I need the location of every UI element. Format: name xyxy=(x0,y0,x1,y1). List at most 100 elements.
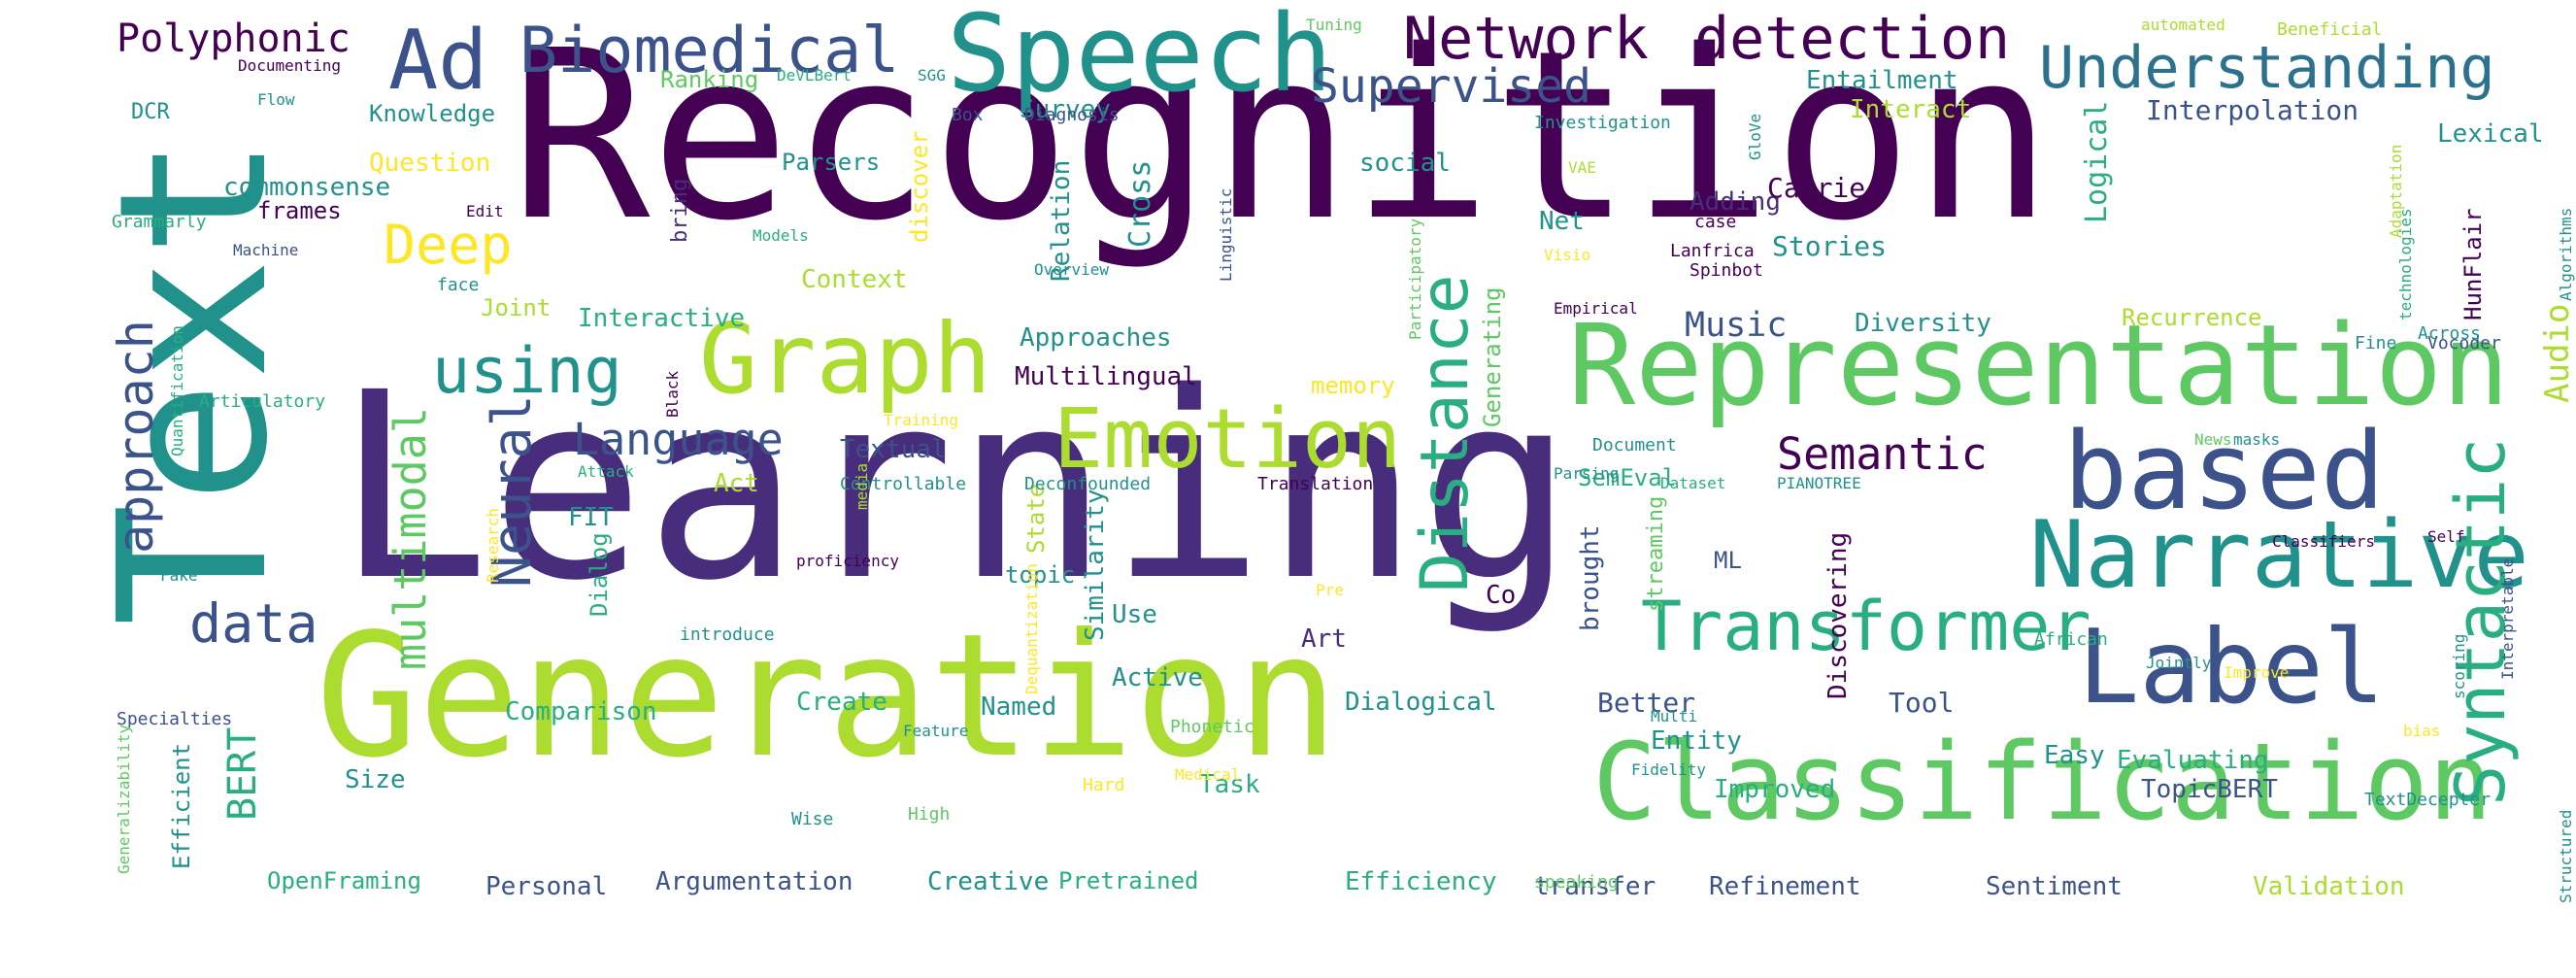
word-net: Net xyxy=(1539,207,1585,236)
word-validation: Validation xyxy=(2253,872,2405,901)
word-create: Create xyxy=(796,688,887,717)
word-creative: Creative xyxy=(927,867,1050,896)
word-fine: Fine xyxy=(2355,333,2397,354)
word-refinement: Refinement xyxy=(1709,872,1861,901)
word-hard: Hard xyxy=(1083,775,1125,795)
word-research: Research xyxy=(484,507,502,583)
word-brought: brought xyxy=(1576,524,1605,631)
word-narrative: Narrative xyxy=(2029,502,2529,609)
word-audio: Audio xyxy=(2538,303,2576,403)
word-ad: Ad xyxy=(388,13,488,109)
word-openframing: OpenFraming xyxy=(267,867,421,894)
word-context: Context xyxy=(801,265,908,294)
word-detection: detection xyxy=(1694,5,2011,73)
word-transformer: Transformer xyxy=(1641,587,2091,666)
word-dialogical: Dialogical xyxy=(1345,688,1497,717)
word-biomedical: Biomedical xyxy=(519,15,900,87)
word-automated: automated xyxy=(2141,16,2225,34)
word-controllable: Controllable xyxy=(840,474,967,494)
word-linguistic: Linguistic xyxy=(1217,187,1235,282)
word-flow: Flow xyxy=(257,90,295,109)
word-empirical: Empirical xyxy=(1554,299,1638,318)
word-news: News xyxy=(2194,430,2232,449)
word-dcr: DCR xyxy=(131,100,170,124)
word-approach: approach xyxy=(108,320,164,554)
word-jointly: Jointly xyxy=(2146,654,2212,672)
word-medical: Medical xyxy=(1175,765,1241,784)
word-representation: Representation xyxy=(1568,301,2510,431)
word-fit: FIT xyxy=(568,503,614,532)
word-topicbert: TopicBERT xyxy=(2141,775,2278,804)
word-parsing: Parsing xyxy=(1554,464,1620,483)
word-improve: Improve xyxy=(2224,663,2290,682)
word-emotion: Emotion xyxy=(1054,391,1402,488)
word-tuning: Tuning xyxy=(1306,16,1362,34)
word-grammarly: Grammarly xyxy=(112,212,207,232)
word-act: Act xyxy=(714,469,759,498)
word-active: Active xyxy=(1112,663,1203,692)
word-music: Music xyxy=(1685,306,1788,345)
word-black: Black xyxy=(663,370,682,418)
word-quantification: Quantification xyxy=(168,325,186,456)
word-cross: Cross xyxy=(1123,159,1157,248)
word-across: Across xyxy=(2418,323,2482,344)
word-algorithms: Algorithms xyxy=(2557,207,2575,301)
word-specialties: Specialties xyxy=(117,709,233,729)
word-knowledge: Knowledge xyxy=(369,100,496,127)
word-interact: Interact xyxy=(1850,95,1972,124)
word-generalizability: Generalizability xyxy=(115,724,133,874)
word-vae: VAE xyxy=(1568,158,1596,177)
word-structured: Structured xyxy=(2557,809,2575,903)
word-bring: bring xyxy=(668,178,692,243)
word-joint: Joint xyxy=(481,294,552,321)
word-fake: Fake xyxy=(160,566,198,585)
word-generation: Generation xyxy=(316,598,1339,795)
word-bias: bias xyxy=(2403,722,2441,740)
word-approaches: Approaches xyxy=(1020,323,1172,353)
word-technologies: technologies xyxy=(2396,208,2415,320)
word-multimodal: multimodal xyxy=(385,407,436,670)
word-social: social xyxy=(1359,149,1451,178)
word-commonsense: commonsense xyxy=(223,173,391,202)
word-language: Language xyxy=(573,414,784,465)
word-interpretable: Interpretable xyxy=(2498,557,2517,680)
word-document: Document xyxy=(1592,435,1677,455)
word-case: case xyxy=(1694,212,1737,232)
word-carrier: Carrier xyxy=(1767,172,1883,204)
word-textual: Textual xyxy=(840,435,947,464)
word-textdecepter: TextDecepter xyxy=(2364,790,2492,810)
word-self: Self xyxy=(2427,527,2465,546)
word-translation: Translation xyxy=(1257,474,1374,494)
word-fidelity: Fidelity xyxy=(1631,760,1707,779)
word-size: Size xyxy=(345,765,406,794)
word-semantic: Semantic xyxy=(1777,428,1988,480)
word-hunflair: HunFlair xyxy=(2459,208,2487,320)
word-edit: Edit xyxy=(466,202,504,220)
word-models: Models xyxy=(753,226,809,245)
word-multi: Multi xyxy=(1651,707,1698,725)
word-frames: frames xyxy=(257,197,342,224)
word-articulatory: Articulatory xyxy=(199,391,326,412)
word-diagnosis: Diagnosis xyxy=(1024,105,1120,125)
word-devlbert: DeVLBert xyxy=(777,66,853,84)
word-polyphonic: Polyphonic xyxy=(117,17,351,61)
word-discover: discover xyxy=(906,130,933,243)
word-speech: Speech xyxy=(947,0,1333,116)
word-recognition: Recognition xyxy=(510,0,2054,272)
word-high: High xyxy=(908,804,951,825)
word-sentiment: Sentiment xyxy=(1986,872,2123,901)
word-better: Better xyxy=(1597,687,1696,719)
word-attack: Attack xyxy=(578,462,634,481)
word-task: Task xyxy=(1199,770,1260,799)
word-scoring: scoring xyxy=(2450,633,2468,699)
word-spinbot: Spinbot xyxy=(1689,260,1763,281)
word-bert: BERT xyxy=(220,726,265,821)
word-entity: Entity xyxy=(1651,726,1742,756)
word-entailment: Entailment xyxy=(1806,66,1958,95)
word-question: Question xyxy=(369,149,491,178)
word-logical: Logical xyxy=(2080,100,2114,223)
word-visio: Visio xyxy=(1544,246,1591,264)
word-easy: Easy xyxy=(2044,741,2105,770)
word-diversity: Diversity xyxy=(1855,309,1991,338)
word-transfer: transfer xyxy=(1534,872,1656,901)
